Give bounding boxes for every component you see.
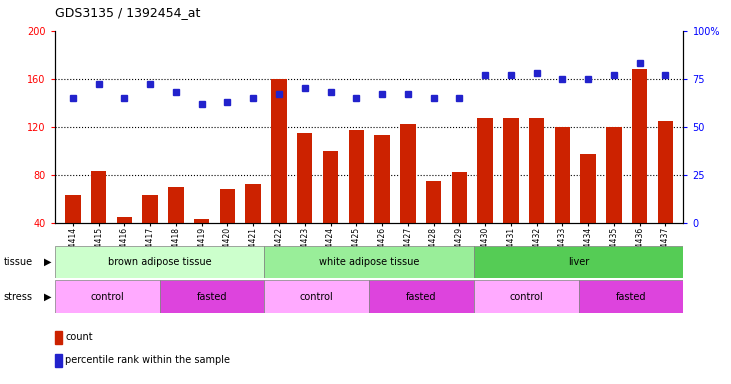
Bar: [91, 171, 106, 271]
Bar: [297, 133, 312, 271]
Bar: [323, 151, 338, 271]
Bar: [265, 246, 474, 278]
Bar: [194, 219, 209, 271]
Text: control: control: [510, 291, 543, 302]
Bar: [374, 135, 390, 271]
Text: white adipose tissue: white adipose tissue: [319, 257, 420, 267]
Text: fasted: fasted: [616, 291, 646, 302]
Bar: [117, 217, 132, 271]
Bar: [220, 189, 235, 271]
Bar: [580, 154, 596, 271]
Text: liver: liver: [568, 257, 589, 267]
Bar: [55, 331, 62, 344]
Text: stress: stress: [4, 291, 33, 302]
Bar: [55, 246, 265, 278]
Bar: [400, 124, 415, 271]
Bar: [474, 246, 683, 278]
Bar: [143, 195, 158, 271]
Text: control: control: [300, 291, 333, 302]
Bar: [426, 181, 442, 271]
Bar: [452, 172, 467, 271]
Bar: [658, 121, 673, 271]
Bar: [579, 280, 683, 313]
Text: ▶: ▶: [44, 257, 51, 267]
Bar: [55, 354, 62, 367]
Bar: [529, 118, 545, 271]
Bar: [65, 195, 80, 271]
Bar: [349, 130, 364, 271]
Text: tissue: tissue: [4, 257, 33, 267]
Bar: [369, 280, 474, 313]
Bar: [632, 69, 648, 271]
Bar: [271, 79, 287, 271]
Bar: [555, 127, 570, 271]
Bar: [265, 280, 369, 313]
Text: fasted: fasted: [197, 291, 227, 302]
Bar: [159, 280, 265, 313]
Text: count: count: [65, 333, 93, 343]
Bar: [246, 184, 261, 271]
Bar: [477, 118, 493, 271]
Bar: [606, 127, 621, 271]
Bar: [503, 118, 518, 271]
Text: fasted: fasted: [406, 291, 437, 302]
Text: ▶: ▶: [44, 291, 51, 302]
Text: percentile rank within the sample: percentile rank within the sample: [65, 356, 230, 366]
Text: control: control: [91, 291, 124, 302]
Text: brown adipose tissue: brown adipose tissue: [107, 257, 211, 267]
Bar: [474, 280, 579, 313]
Text: GDS3135 / 1392454_at: GDS3135 / 1392454_at: [55, 6, 200, 19]
Bar: [168, 187, 183, 271]
Bar: [55, 280, 159, 313]
